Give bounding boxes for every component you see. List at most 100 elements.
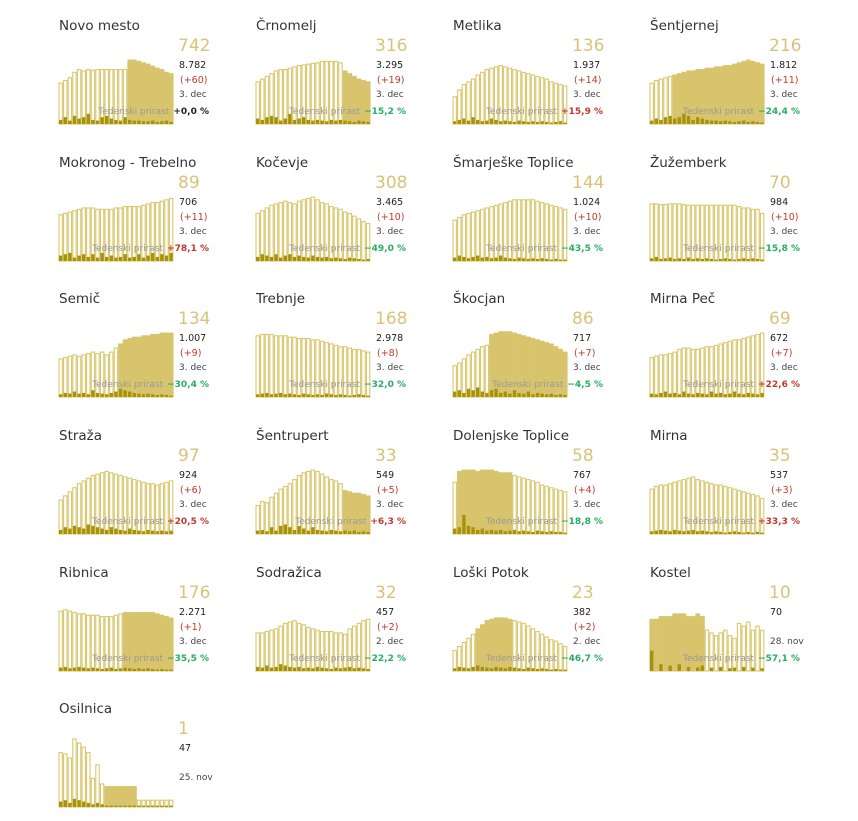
municipality-name: Metlika: [453, 18, 502, 34]
new-cases-bar: [260, 254, 264, 261]
new-cases-bar: [114, 119, 118, 124]
municipality-card[interactable]: Šentjernej 216 1.812 (+11) 3. dec Tedenski pr…: [649, 18, 840, 138]
municipality-card[interactable]: Šentrupert 33 549 (+5) 3. dec Tedenski priras…: [255, 428, 446, 548]
total-bar: [72, 354, 77, 398]
last-date: 28. nov: [770, 637, 804, 647]
total-bar: [67, 355, 73, 398]
new-cases-bar: [357, 120, 361, 124]
new-cases-bar: [508, 530, 512, 534]
municipality-card[interactable]: Ribnica 176 2.271 (+1) 3. dec Tedenski priras…: [58, 565, 249, 685]
new-cases-bar: [109, 118, 113, 124]
new-cases-bar: [265, 392, 269, 397]
weekly-growth-label: Tedenski prirast: [492, 380, 564, 390]
total-bar: [264, 333, 270, 398]
total-bar: [104, 354, 109, 398]
new-cases-bar: [105, 115, 109, 124]
municipality-card[interactable]: Novo mesto 742 8.782 (+60) 3. dec Tedenski pr…: [58, 18, 249, 138]
municipality-card[interactable]: Trebnje 168 2.978 (+8) 3. dec Tedenski priras…: [255, 291, 446, 411]
new-cases-bar: [302, 528, 306, 534]
new-cases-bar: [663, 530, 668, 534]
new-cases-bar: [91, 804, 95, 807]
new-cases-bar: [100, 804, 104, 807]
municipality-name: Škocjan: [453, 291, 506, 307]
municipality-card[interactable]: Metlika 136 1.937 (+14) 3. dec Tedenski prira…: [452, 18, 643, 138]
total-bar: [452, 219, 457, 262]
municipality-card[interactable]: Straža 97 924 (+6) 3. dec Tedenski prirast +20…: [58, 428, 249, 548]
new-cases-bar: [105, 394, 109, 397]
municipality-card[interactable]: Semič 134 1.007 (+9) 3. dec Tedenski prirast −…: [58, 291, 249, 411]
weekly-growth-value: −4,5 %: [567, 380, 603, 390]
municipality-card[interactable]: Mokronog - Trebelno 89 706 (+11) 3. dec Teden…: [58, 155, 249, 275]
new-cases-bar: [68, 120, 72, 124]
active-bar: [361, 80, 366, 124]
new-cases-bar: [269, 667, 274, 671]
total-bar: [736, 622, 742, 672]
total-bar: [283, 335, 288, 398]
total-bar: [480, 208, 485, 262]
municipality-card[interactable]: Škocjan 86 717 (+7) 3. dec Tedenski prirast −4…: [452, 291, 643, 411]
total-bar: [76, 208, 82, 262]
new-cases-bar: [82, 254, 86, 261]
municipality-card[interactable]: Osilnica 1 47 25. nov: [58, 701, 249, 821]
active-bar: [168, 73, 174, 124]
total-bar: [58, 358, 63, 398]
new-cases-bar: [68, 393, 72, 397]
new-cases-bar: [95, 120, 100, 124]
active-bar: [681, 72, 687, 124]
new-cases-bar: [348, 666, 352, 671]
new-cases-bar: [164, 255, 169, 261]
total-bar: [67, 757, 73, 808]
new-cases-bar: [95, 527, 100, 534]
new-cases-bar: [146, 255, 150, 261]
new-cases-bar: [663, 117, 668, 124]
new-cases-bar: [540, 668, 544, 671]
new-cases-bar: [466, 258, 471, 261]
active-bar: [127, 338, 133, 397]
active-bar: [352, 76, 357, 124]
total-bar: [558, 84, 563, 125]
municipality-card[interactable]: Kočevje 308 3.465 (+10) 3. dec Tedenski prira…: [255, 155, 446, 275]
new-cases-bar: [77, 118, 81, 124]
new-cases-bar: [297, 394, 301, 397]
municipality-card[interactable]: Mirna 35 537 (+3) 3. dec Tedenski prirast +33,…: [649, 428, 840, 548]
municipality-card[interactable]: Loški Potok 23 382 (+2) 2. dec Tedenski prira…: [452, 565, 643, 685]
new-cases-bar: [361, 394, 366, 397]
active-bar: [700, 69, 705, 124]
active-bar: [484, 620, 490, 671]
new-cases-bar: [668, 257, 672, 261]
new-cases-bar: [554, 121, 558, 124]
municipality-card[interactable]: Črnomelj 316 3.295 (+19) 3. dec Tedenski prir…: [255, 18, 446, 138]
weekly-growth: Tedenski prirast +15,9 %: [486, 107, 603, 117]
new-cases-bar: [489, 668, 494, 671]
new-cases-bar: [522, 668, 526, 671]
active-bar: [475, 628, 481, 671]
active-bar: [681, 613, 687, 671]
new-cases: (+3): [771, 485, 793, 496]
last-date: 3. dec: [770, 90, 798, 100]
total-bar: [654, 485, 659, 535]
weekly-growth: Tedenski prirast +33,3 %: [683, 517, 800, 527]
total-bar: [58, 214, 63, 262]
total-bar: [301, 624, 306, 672]
cases-bar-chart: [255, 196, 371, 262]
new-cases-bar: [128, 805, 132, 807]
new-cases-bar: [260, 667, 264, 671]
new-cases-bar: [494, 530, 498, 534]
new-cases-bar: [361, 121, 366, 124]
municipality-card[interactable]: Dolenjske Toplice 58 767 (+4) 3. dec Tedenski…: [452, 428, 643, 548]
active-count: 70: [769, 173, 791, 193]
active-bar: [457, 471, 462, 534]
new-cases-bar: [563, 394, 567, 397]
municipality-card[interactable]: Mirna Peč 69 672 (+7) 3. dec Tedenski prirast…: [649, 291, 840, 411]
municipality-card[interactable]: Kostel 10 70 28. nov Tedenski prirast −57,1 %: [649, 565, 840, 685]
weekly-growth-value: −30,4 %: [167, 380, 209, 390]
new-cases-bar: [453, 668, 457, 671]
total-count: 1.024: [573, 197, 601, 208]
new-cases-bar: [292, 119, 297, 124]
new-cases-bar: [755, 531, 760, 534]
municipality-card[interactable]: Šmarješke Toplice 144 1.024 (+10) 3. dec Tede…: [452, 155, 643, 275]
new-cases-bar: [728, 668, 732, 671]
total-bar: [278, 69, 283, 125]
municipality-card[interactable]: Žužemberk 70 984 (+10) 3. dec Tedenski priras…: [649, 155, 840, 275]
municipality-card[interactable]: Sodražica 32 457 (+2) 2. dec Tedenski prirast…: [255, 565, 446, 685]
